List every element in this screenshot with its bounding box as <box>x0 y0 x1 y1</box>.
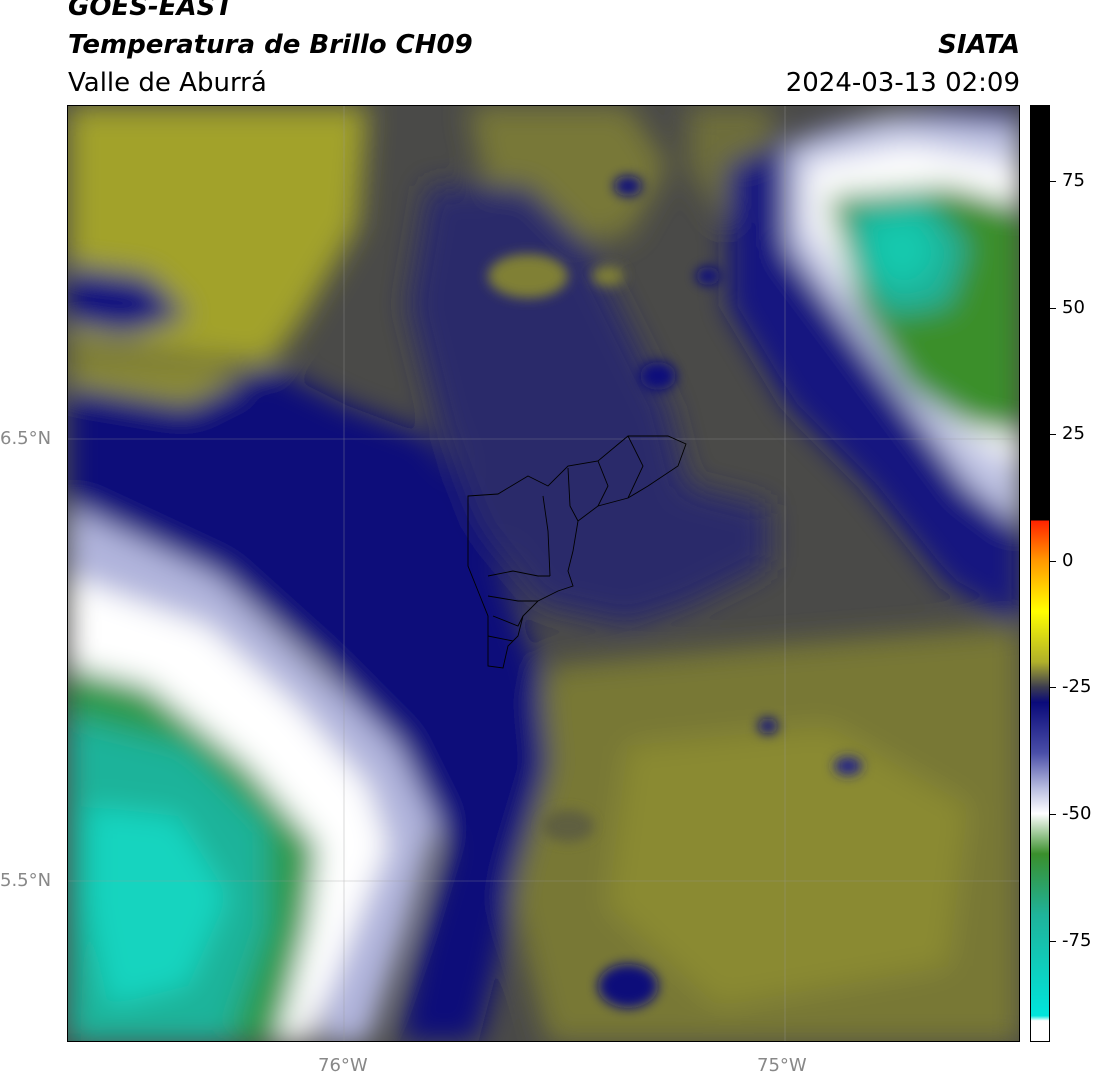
colorbar-tick-label: -75 <box>1062 929 1092 951</box>
municipality-boundaries <box>467 435 687 669</box>
product-title: Temperatura de Brillo CH09 <box>68 30 473 60</box>
colorbar-tick-label: -25 <box>1062 676 1092 698</box>
colorbar-tick-label: 0 <box>1062 549 1074 571</box>
colorbar-tick <box>1050 560 1056 562</box>
longitude-label: 75°W <box>757 1055 807 1076</box>
colorbar-tick <box>1050 434 1056 436</box>
temperature-field <box>68 106 1019 1041</box>
organization-title: SIATA <box>938 30 1020 60</box>
satellite-title: GOES-EAST <box>68 0 234 22</box>
colorbar-tick-label: -50 <box>1062 803 1092 825</box>
colorbar-tick <box>1050 307 1056 309</box>
latitude-label: 6.5°N <box>0 428 52 449</box>
colorbar-tick-label: 50 <box>1062 296 1085 318</box>
map-canvas <box>68 106 1019 1041</box>
colorbar-tick <box>1050 687 1056 689</box>
longitude-label: 76°W <box>318 1055 368 1076</box>
region-title: Valle de Aburrá <box>68 68 267 98</box>
colorbar-tick <box>1050 180 1056 182</box>
brightness-temperature-map <box>67 105 1020 1042</box>
colorbar-tick <box>1050 940 1056 942</box>
datetime-label: 2024-03-13 02:09 <box>785 68 1020 98</box>
gridlines <box>68 106 1019 1041</box>
colorbar-tick <box>1050 814 1056 816</box>
colorbar-tick-label: 75 <box>1062 169 1085 191</box>
latitude-label: 5.5°N <box>0 870 52 891</box>
temperature-colorbar <box>1030 105 1050 1042</box>
detail-patches <box>488 176 862 1008</box>
colorbar-tick-label: 25 <box>1062 423 1085 445</box>
